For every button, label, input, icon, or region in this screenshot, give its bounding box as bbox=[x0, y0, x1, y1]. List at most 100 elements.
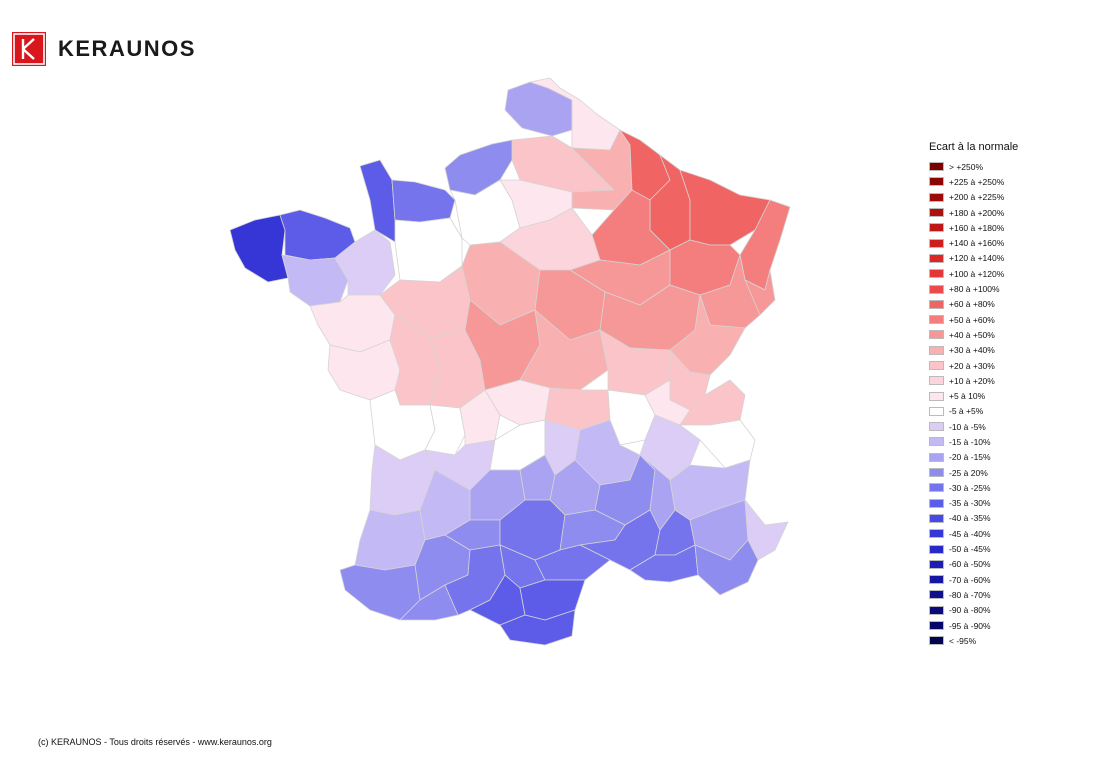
legend-label: -10 à -5% bbox=[949, 421, 986, 432]
region-pyrenees-orientales bbox=[499, 609, 576, 646]
legend-item: +20 à +30% bbox=[929, 358, 1018, 373]
legend-swatch bbox=[929, 299, 944, 309]
legend-item: +80 à +100% bbox=[929, 281, 1018, 296]
legend-item: +160 à +180% bbox=[929, 220, 1018, 235]
legend-swatch bbox=[929, 361, 944, 370]
legend-swatch bbox=[929, 177, 944, 187]
legend-item: -70 à -60% bbox=[929, 572, 1018, 587]
legend-item: +120 à +140% bbox=[929, 251, 1018, 266]
legend-item: -50 à -45% bbox=[929, 541, 1018, 556]
keraunos-logo-icon bbox=[12, 32, 46, 66]
legend-swatch bbox=[929, 468, 944, 478]
legend-swatch bbox=[929, 437, 944, 447]
region-ille-et-vilaine bbox=[334, 229, 396, 296]
legend-label: +5 à 10% bbox=[949, 391, 986, 402]
legend-label: -70 à -60% bbox=[949, 574, 991, 585]
region-aude bbox=[519, 579, 586, 621]
legend-label: +80 à +100% bbox=[949, 284, 1000, 295]
france-map bbox=[229, 77, 791, 646]
region-calvados bbox=[391, 179, 456, 223]
legend-label: +180 à +200% bbox=[949, 207, 1005, 218]
legend-swatch bbox=[929, 208, 944, 218]
legend-item: -80 à -70% bbox=[929, 587, 1018, 602]
region-var bbox=[694, 539, 759, 596]
legend-item: -15 à -10% bbox=[929, 434, 1018, 449]
legend-swatch bbox=[929, 253, 944, 263]
copyright-footer: (c) KERAUNOS - Tous droits réservés - ww… bbox=[38, 737, 272, 747]
legend: Ecart à la normale > +250% +225 à +250% +2… bbox=[929, 141, 1018, 649]
region-moselle bbox=[679, 169, 771, 246]
legend-label: +120 à +140% bbox=[949, 253, 1005, 264]
region-haut-rhin bbox=[744, 269, 776, 316]
legend-item: -40 à -35% bbox=[929, 511, 1018, 526]
legend-item: -95 à -90% bbox=[929, 618, 1018, 633]
legend-swatch bbox=[929, 376, 944, 386]
region-orne bbox=[394, 217, 463, 283]
legend-label: -90 à -80% bbox=[949, 605, 991, 616]
legend-swatch bbox=[929, 575, 944, 585]
region-finistere bbox=[229, 214, 289, 283]
legend-item: -25 à 20% bbox=[929, 465, 1018, 480]
legend-item: +140 à +160% bbox=[929, 235, 1018, 250]
legend-swatch bbox=[929, 223, 944, 233]
legend-swatch bbox=[929, 559, 944, 569]
legend-item: +5 à 10% bbox=[929, 388, 1018, 403]
legend-item: +10 à +20% bbox=[929, 373, 1018, 388]
legend-item: +50 à +60% bbox=[929, 312, 1018, 327]
legend-swatch bbox=[929, 162, 944, 172]
legend-swatch bbox=[929, 330, 944, 340]
legend-label: -40 à -35% bbox=[949, 513, 991, 524]
legend-item: +180 à +200% bbox=[929, 205, 1018, 220]
legend-label: > +250% bbox=[949, 161, 984, 172]
legend-swatch bbox=[929, 513, 944, 523]
legend-item: -45 à -40% bbox=[929, 526, 1018, 541]
legend-label: +10 à +20% bbox=[949, 375, 995, 386]
legend-swatch bbox=[929, 636, 944, 646]
legend-item: -30 à -25% bbox=[929, 480, 1018, 495]
legend-label: -30 à -25% bbox=[949, 482, 991, 493]
legend-label: -50 à -45% bbox=[949, 544, 991, 555]
legend-swatch bbox=[929, 406, 944, 416]
legend-swatch bbox=[929, 605, 944, 615]
legend-label: +160 à +180% bbox=[949, 222, 1005, 233]
legend-item: > +250% bbox=[929, 159, 1018, 174]
legend-label: -95 à -90% bbox=[949, 620, 991, 631]
legend-label: +200 à +225% bbox=[949, 192, 1005, 203]
legend-label: -45 à -40% bbox=[949, 528, 991, 539]
legend-swatch bbox=[929, 345, 944, 355]
legend-swatch bbox=[929, 238, 944, 248]
legend-list: > +250% +225 à +250% +200 à +225% +180 à +2… bbox=[929, 159, 1018, 649]
legend-swatch bbox=[929, 621, 944, 631]
legend-swatch bbox=[929, 483, 944, 493]
legend-swatch bbox=[929, 544, 944, 554]
keraunos-logo: KERAUNOS bbox=[12, 32, 196, 66]
legend-item: +225 à +250% bbox=[929, 174, 1018, 189]
legend-item: +30 à +40% bbox=[929, 343, 1018, 358]
legend-label: +100 à +120% bbox=[949, 268, 1005, 279]
region-savoie bbox=[679, 419, 756, 469]
legend-label: +140 à +160% bbox=[949, 238, 1005, 249]
legend-swatch bbox=[929, 498, 944, 508]
brand-name: KERAUNOS bbox=[58, 36, 196, 61]
legend-swatch bbox=[929, 192, 944, 202]
legend-label: -80 à -70% bbox=[949, 589, 991, 600]
legend-label: +40 à +50% bbox=[949, 329, 995, 340]
legend-swatch bbox=[929, 452, 944, 462]
legend-item: -35 à -30% bbox=[929, 496, 1018, 511]
legend-title: Ecart à la normale bbox=[929, 141, 1019, 153]
legend-label: -25 à 20% bbox=[949, 467, 988, 478]
region-landes bbox=[354, 509, 426, 571]
legend-item: -5 à +5% bbox=[929, 404, 1018, 419]
legend-item: +40 à +50% bbox=[929, 327, 1018, 342]
legend-swatch bbox=[929, 590, 944, 600]
legend-label: +30 à +40% bbox=[949, 345, 995, 356]
legend-label: -35 à -30% bbox=[949, 498, 991, 509]
legend-label: -5 à +5% bbox=[949, 406, 984, 417]
legend-label: -20 à -15% bbox=[949, 452, 991, 463]
legend-label: +225 à +250% bbox=[949, 176, 1005, 187]
legend-swatch bbox=[929, 284, 944, 294]
legend-item: +200 à +225% bbox=[929, 190, 1018, 205]
legend-label: +20 à +30% bbox=[949, 360, 995, 371]
legend-swatch bbox=[929, 269, 944, 279]
legend-item: -20 à -15% bbox=[929, 450, 1018, 465]
